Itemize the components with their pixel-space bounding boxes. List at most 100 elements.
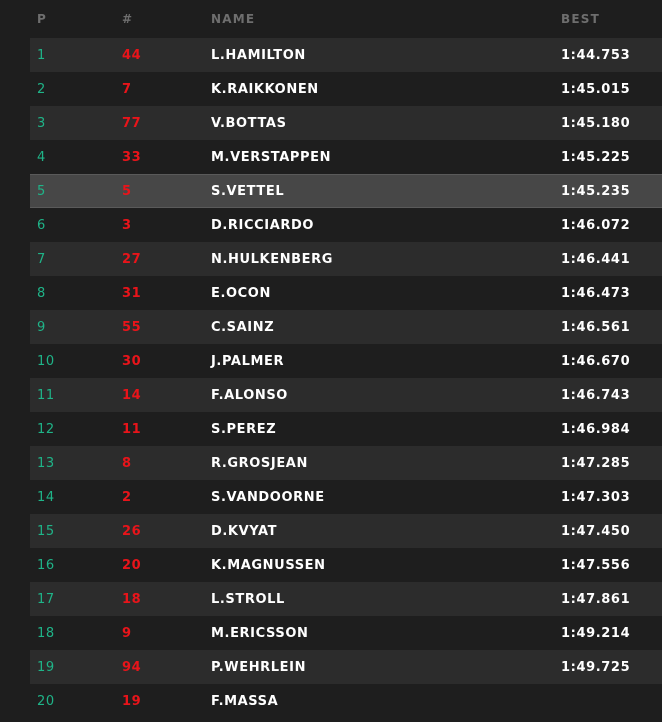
driver-name: J.PALMER <box>211 353 285 369</box>
position: 6 <box>37 217 46 233</box>
best-time: 1:46.561 <box>561 319 631 335</box>
best-time: 1:45.235 <box>561 183 631 199</box>
result-row: 10 30 J.PALMER 1:46.670 <box>30 344 662 378</box>
position: 15 <box>37 523 55 539</box>
column-header: NAME <box>211 12 256 26</box>
car-number: 2 <box>122 489 132 505</box>
car-number: 14 <box>122 387 142 403</box>
result-row: 3 77 V.BOTTAS 1:45.180 <box>30 106 662 140</box>
header-row: P # NAME BEST <box>30 0 662 38</box>
result-row: 4 33 M.VERSTAPPEN 1:45.225 <box>30 140 662 174</box>
result-row: 19 94 P.WEHRLEIN 1:49.725 <box>30 650 662 684</box>
best-time: 1:49.725 <box>561 659 631 675</box>
car-number: 94 <box>122 659 142 675</box>
driver-name: K.MAGNUSSEN <box>211 557 326 573</box>
car-number: 8 <box>122 455 132 471</box>
position: 12 <box>37 421 55 437</box>
driver-name: P.WEHRLEIN <box>211 659 307 675</box>
car-number: 20 <box>122 557 142 573</box>
best-time: 1:49.214 <box>561 625 631 641</box>
best-time: 1:45.015 <box>561 81 631 97</box>
car-number: 55 <box>122 319 142 335</box>
best-time: 1:47.861 <box>561 591 631 607</box>
result-row: 1 44 L.HAMILTON 1:44.753 <box>30 38 662 72</box>
position: 19 <box>37 659 55 675</box>
driver-name: S.VETTEL <box>211 183 285 199</box>
best-time: 1:47.450 <box>561 523 631 539</box>
position: 5 <box>37 183 46 199</box>
best-time: 1:46.441 <box>561 251 631 267</box>
best-time: 1:45.225 <box>561 149 631 165</box>
car-number: 31 <box>122 285 142 301</box>
result-row: 6 3 D.RICCIARDO 1:46.072 <box>30 208 662 242</box>
car-number: 30 <box>122 353 142 369</box>
position: 7 <box>37 251 46 267</box>
result-row: 13 8 R.GROSJEAN 1:47.285 <box>30 446 662 480</box>
best-time: 1:47.285 <box>561 455 631 471</box>
result-row: 7 27 N.HULKENBERG 1:46.441 <box>30 242 662 276</box>
best-time: 1:46.984 <box>561 421 631 437</box>
position: 14 <box>37 489 55 505</box>
column-header: # <box>122 12 134 26</box>
position: 8 <box>37 285 46 301</box>
car-number: 9 <box>122 625 132 641</box>
driver-name: F.ALONSO <box>211 387 288 403</box>
position: 9 <box>37 319 46 335</box>
driver-name: R.GROSJEAN <box>211 455 308 471</box>
best-time: 1:46.670 <box>561 353 631 369</box>
driver-name: D.RICCIARDO <box>211 217 315 233</box>
car-number: 19 <box>122 693 142 709</box>
best-time: 1:44.753 <box>561 47 631 63</box>
result-row: 11 14 F.ALONSO 1:46.743 <box>30 378 662 412</box>
car-number: 7 <box>122 81 132 97</box>
driver-name: F.MASSA <box>211 693 279 709</box>
result-row: 5 5 S.VETTEL 1:45.235 <box>30 174 662 208</box>
result-row: 16 20 K.MAGNUSSEN 1:47.556 <box>30 548 662 582</box>
best-time: 1:46.072 <box>561 217 631 233</box>
position: 17 <box>37 591 55 607</box>
car-number: 26 <box>122 523 142 539</box>
column-header: BEST <box>561 12 600 26</box>
column-header: P <box>37 12 47 26</box>
result-row: 17 18 L.STROLL 1:47.861 <box>30 582 662 616</box>
car-number: 77 <box>122 115 142 131</box>
best-time: 1:47.303 <box>561 489 631 505</box>
position: 3 <box>37 115 46 131</box>
position: 18 <box>37 625 55 641</box>
best-time: 1:46.473 <box>561 285 631 301</box>
driver-name: N.HULKENBERG <box>211 251 334 267</box>
position: 16 <box>37 557 55 573</box>
position: 20 <box>37 693 55 709</box>
car-number: 3 <box>122 217 132 233</box>
best-time: 1:46.743 <box>561 387 631 403</box>
driver-name: E.OCON <box>211 285 271 301</box>
driver-name: M.VERSTAPPEN <box>211 149 332 165</box>
car-number: 18 <box>122 591 142 607</box>
car-number: 44 <box>122 47 142 63</box>
best-time: 1:47.556 <box>561 557 631 573</box>
position: 11 <box>37 387 55 403</box>
car-number: 5 <box>122 183 132 199</box>
driver-name: S.VANDOORNE <box>211 489 325 505</box>
result-row: 12 11 S.PEREZ 1:46.984 <box>30 412 662 446</box>
driver-name: L.STROLL <box>211 591 285 607</box>
driver-name: C.SAINZ <box>211 319 275 335</box>
driver-name: D.KVYAT <box>211 523 278 539</box>
result-row: 9 55 C.SAINZ 1:46.561 <box>30 310 662 344</box>
driver-name: L.HAMILTON <box>211 47 306 63</box>
result-row: 14 2 S.VANDOORNE 1:47.303 <box>30 480 662 514</box>
position: 10 <box>37 353 55 369</box>
driver-name: V.BOTTAS <box>211 115 287 131</box>
position: 4 <box>37 149 46 165</box>
result-row: 15 26 D.KVYAT 1:47.450 <box>30 514 662 548</box>
driver-name: S.PEREZ <box>211 421 277 437</box>
driver-name: M.ERICSSON <box>211 625 309 641</box>
best-time: 1:45.180 <box>561 115 631 131</box>
driver-name: K.RAIKKONEN <box>211 81 319 97</box>
result-row: 18 9 M.ERICSSON 1:49.214 <box>30 616 662 650</box>
car-number: 27 <box>122 251 142 267</box>
car-number: 11 <box>122 421 142 437</box>
position: 13 <box>37 455 55 471</box>
